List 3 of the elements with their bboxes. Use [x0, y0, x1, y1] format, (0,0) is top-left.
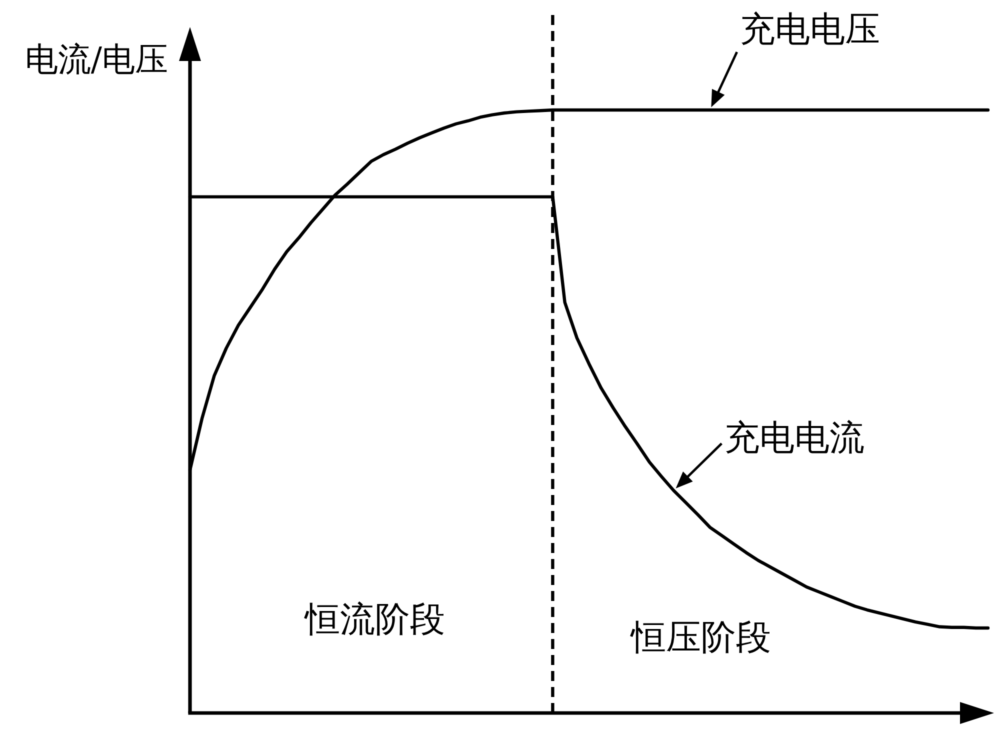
annotation: 恒压阶段: [631, 618, 771, 658]
annotation: 恒流阶段: [305, 600, 445, 640]
ylabel: 电流/电压: [24, 40, 168, 79]
